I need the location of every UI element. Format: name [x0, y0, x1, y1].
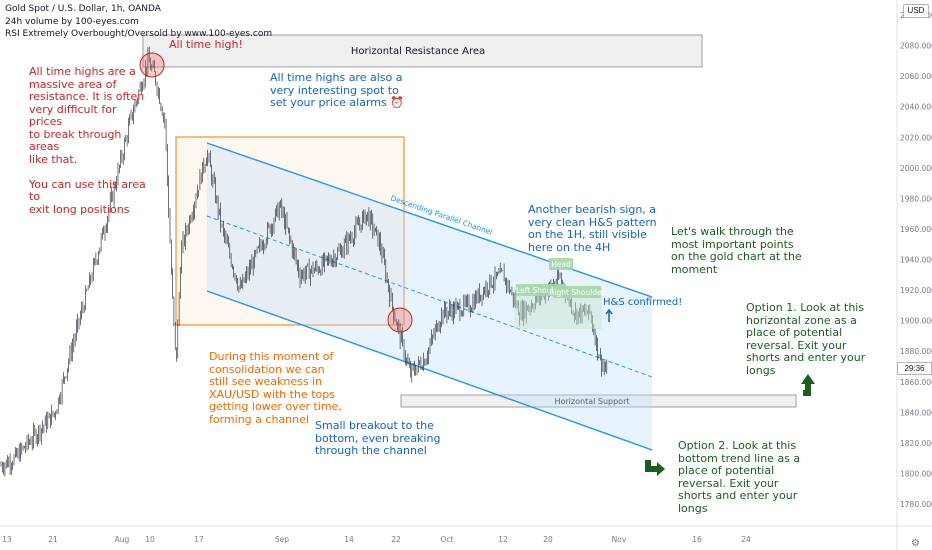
time-tick-label: 20 — [543, 535, 553, 544]
time-tick-label: 21 — [48, 535, 58, 544]
time-tick-label: 17 — [194, 535, 204, 544]
option2-note: Option 2. Look at this bottom trend line… — [678, 439, 801, 515]
option1-up-arrow-icon — [801, 374, 815, 396]
hs-up-arrow-icon — [605, 308, 613, 322]
price-tick-label: 1980.000 — [900, 194, 932, 203]
price-axis[interactable]: 2100.0002080.0002060.0002040.0002020.000… — [900, 11, 932, 509]
hs-left-shoulder-label: Left Shoulder — [516, 286, 567, 295]
channel-mid-line — [206, 215, 653, 378]
hs-head-label: Head — [551, 260, 571, 269]
channel-bottom-line — [206, 290, 653, 451]
price-tick-label: 1840.000 — [900, 408, 932, 417]
option1-note: Option 1. Look at this horizontal zone a… — [746, 301, 866, 377]
channel-fill — [207, 143, 652, 450]
consolidation-note: During this moment of consolidation we c… — [209, 350, 342, 426]
option2-right-arrow-icon — [645, 460, 665, 476]
price-tick-label: 1880.000 — [900, 347, 932, 356]
price-tick-label: 1860.000 — [900, 378, 932, 387]
currency-button[interactable]: USD — [903, 4, 929, 18]
resistance-zone — [142, 34, 703, 68]
time-tick-label: 10 — [145, 535, 155, 544]
time-axis[interactable]: 13 21 Aug 10 17 Sep 14 22 Oct 12 20 Nov 16 24 — [2, 535, 751, 544]
price-tick-label: 1920.000 — [900, 286, 932, 295]
price-tick-label: 2040.000 — [900, 103, 932, 112]
indicator-volume[interactable]: 24h volume by 100-eyes.com — [5, 17, 139, 27]
time-tick-label: Oct — [441, 535, 454, 544]
time-tick-label: 14 — [344, 535, 354, 544]
price-tick-label: 1900.000 — [900, 317, 932, 326]
price-tick-label: 2080.000 — [900, 42, 932, 51]
time-tick-label: Aug — [115, 535, 130, 544]
hs-note: Another bearish sign, a very clean H&S p… — [528, 203, 657, 254]
price-tick-label: 2000.000 — [900, 164, 932, 173]
walkthrough-note: Let's walk through the most important po… — [671, 225, 802, 276]
ath-circle — [139, 52, 165, 78]
price-tick-label: 1800.000 — [900, 469, 932, 478]
breakout-note: Small breakout to the bottom, even break… — [315, 419, 441, 457]
symbol-title: Gold Spot / U.S. Dollar, 1h, OANDA — [5, 4, 161, 14]
hs-confirmed-label: H&S confirmed! — [603, 297, 682, 308]
price-tick-label: 2060.000 — [900, 72, 932, 81]
indicator-rsi[interactable]: RSI Extremely Overbought/Oversold by www… — [5, 29, 273, 39]
price-tick-label: 1820.000 — [900, 439, 932, 448]
support-zone — [400, 394, 797, 408]
resistance-zone-label: Horizontal Resistance Area — [351, 46, 485, 57]
ath-resistance-note: All time highs are a massive area of res… — [29, 65, 146, 216]
time-tick-label: 24 — [741, 535, 751, 544]
countdown-tag: 29:36 — [897, 362, 932, 375]
ath-alarm-note: All time highs are also a very interesti… — [270, 71, 404, 109]
time-tick-label: Sep — [275, 535, 289, 544]
settings-gear-icon[interactable]: ⚙ — [911, 538, 920, 549]
time-tick-label: Nov — [612, 535, 627, 544]
price-tick-label: 1780.000 — [900, 500, 932, 509]
time-tick-label: 22 — [391, 535, 401, 544]
price-tick-label: 1960.000 — [900, 225, 932, 234]
head-and-shoulders: Head Left Shoulder Right Shoulder — [514, 258, 606, 329]
candles — [0, 46, 608, 477]
support-zone-label: Horizontal Support — [554, 397, 629, 406]
time-tick-label: 12 — [498, 535, 508, 544]
price-tick-label: 2020.000 — [900, 133, 932, 142]
ath-label: All time high! — [169, 38, 243, 51]
breakout-circle — [387, 307, 413, 333]
price-tick-label: 1940.000 — [900, 256, 932, 265]
channel-top-line — [206, 142, 653, 298]
time-tick-label: 13 — [2, 535, 12, 544]
hs-right-shoulder-label: Right Shoulder — [549, 288, 605, 297]
time-tick-label: 16 — [692, 535, 702, 544]
